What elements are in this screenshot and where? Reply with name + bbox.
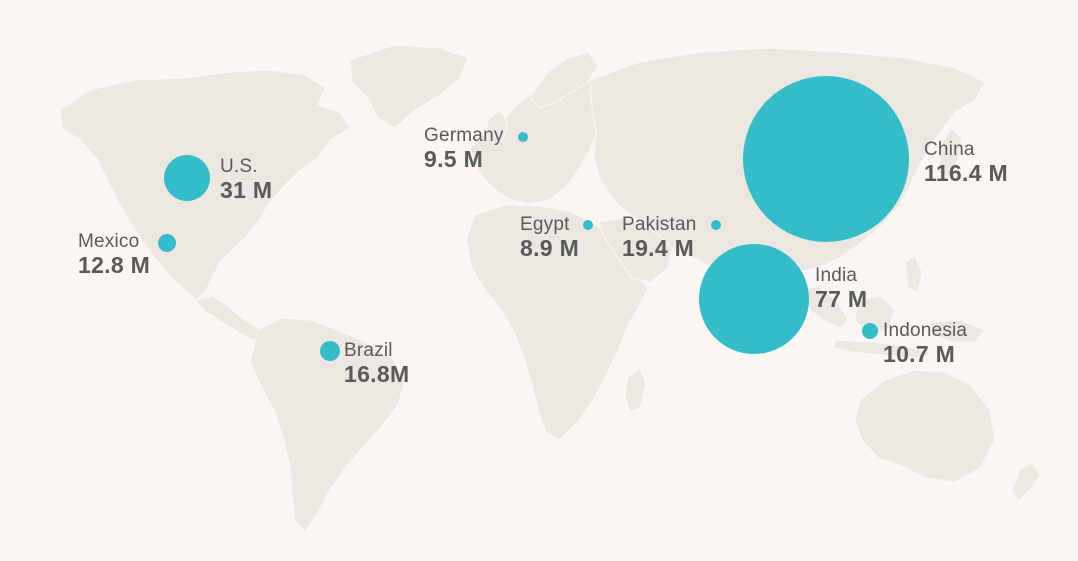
country-name: U.S. [220, 156, 258, 177]
landmass-africa [465, 204, 649, 441]
label-china: China 116.4 M [924, 140, 1008, 185]
label-indonesia: Indonesia 10.7 M [883, 321, 967, 366]
landmass-greenland [349, 44, 469, 129]
country-name: Egypt [520, 214, 570, 235]
landmass-south-america [249, 317, 406, 533]
landmass-new-zealand [1011, 461, 1041, 501]
landmass-philippines [904, 255, 923, 293]
bubble-brazil [320, 341, 340, 361]
country-value: 9.5 M [424, 146, 484, 172]
country-value: 116.4 M [924, 160, 1008, 186]
bubble-us [164, 155, 210, 201]
landmass-indonesia [799, 285, 849, 329]
country-value: 12.8 M [78, 252, 151, 278]
country-name: India [815, 265, 858, 286]
country-value: 31 M [220, 177, 273, 203]
country-value: 16.8M [344, 361, 410, 387]
country-value: 19.4 M [622, 235, 695, 261]
landmass-australia [854, 369, 996, 483]
country-value: 8.9 M [520, 235, 580, 261]
landmass-new-guinea [929, 319, 986, 343]
country-name: Germany [424, 125, 504, 146]
landmass-arabia [597, 217, 673, 283]
country-value: 77 M [815, 286, 868, 312]
country-name: Indonesia [883, 320, 968, 341]
country-name: Mexico [78, 231, 140, 252]
bubble-china [743, 76, 909, 242]
country-value: 10.7 M [883, 341, 956, 367]
landmass-borneo [854, 295, 896, 335]
label-mexico: Mexico 12.8 M [78, 232, 150, 277]
bubble-india [699, 244, 809, 354]
country-name: Pakistan [622, 214, 697, 235]
label-germany: Germany 9.5 M [424, 126, 504, 171]
country-name: Brazil [344, 340, 393, 361]
label-egypt: Egypt 8.9 M [520, 215, 579, 260]
bubble-germany [518, 132, 528, 142]
landmass-java [833, 339, 931, 359]
landmass-british-isles [485, 109, 509, 145]
landmass-europe [469, 77, 611, 205]
bubble-mexico [158, 234, 176, 252]
landmass-scandinavia [529, 51, 599, 109]
label-us: U.S. 31 M [220, 157, 272, 202]
label-india: India 77 M [815, 266, 867, 311]
bubble-egypt [583, 220, 593, 230]
bubble-indonesia [862, 323, 878, 339]
country-name: China [924, 139, 975, 160]
landmass-japan [937, 127, 963, 179]
bubble-pakistan [711, 220, 721, 230]
label-brazil: Brazil 16.8M [344, 341, 409, 386]
label-pakistan: Pakistan 19.4 M [622, 215, 696, 260]
landmass-madagascar [624, 367, 647, 413]
